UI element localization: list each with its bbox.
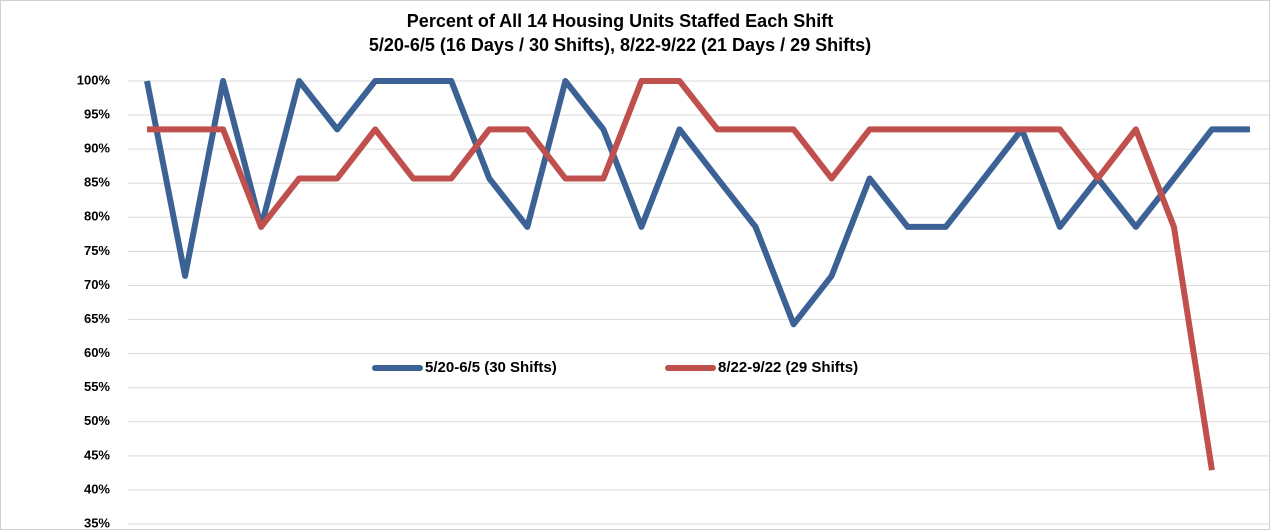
y-tick-label: 75% <box>84 243 110 258</box>
y-tick-label: 35% <box>84 515 110 530</box>
y-tick-label: 65% <box>84 311 110 326</box>
chart-title: Percent of All 14 Housing Units Staffed … <box>407 11 833 31</box>
y-tick-label: 90% <box>84 141 110 156</box>
y-tick-label: 60% <box>84 345 110 360</box>
chart-subtitle: 5/20-6/5 (16 Days / 30 Shifts), 8/22-9/2… <box>369 35 871 55</box>
y-tick-label: 55% <box>84 379 110 394</box>
series-line <box>147 78 1215 471</box>
y-tick-label: 70% <box>84 277 110 292</box>
legend-label: 8/22-9/22 (29 Shifts) <box>718 359 858 376</box>
y-tick-label: 80% <box>84 209 110 224</box>
legend-label: 5/20-6/5 (30 Shifts) <box>425 359 557 376</box>
y-tick-label: 95% <box>84 107 110 122</box>
y-tick-label: 100% <box>77 72 111 87</box>
y-tick-label: 50% <box>84 413 110 428</box>
series-line <box>144 78 1250 328</box>
y-tick-label: 85% <box>84 175 110 190</box>
y-tick-label: 45% <box>84 447 110 462</box>
y-tick-label: 40% <box>84 481 110 496</box>
